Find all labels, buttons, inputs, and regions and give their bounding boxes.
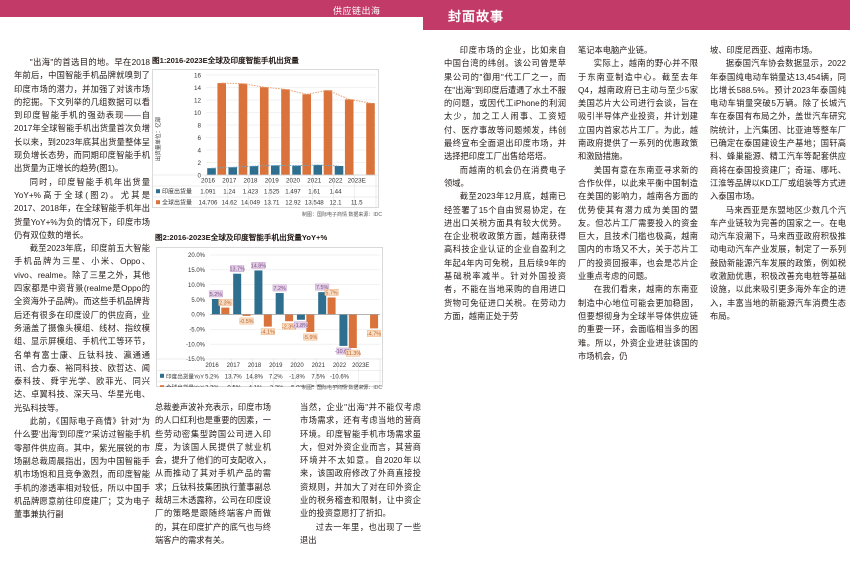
svg-text:-11.3%: -11.3% — [344, 351, 361, 357]
svg-text:11.5: 11.5 — [351, 200, 363, 207]
svg-text:16: 16 — [194, 72, 202, 79]
svg-text:14: 14 — [194, 85, 202, 92]
svg-text:14.62: 14.62 — [222, 200, 238, 207]
svg-text:-10.6%: -10.6% — [330, 374, 350, 380]
svg-text:-0.5%: -0.5% — [240, 319, 254, 325]
svg-text:5.2%: 5.2% — [210, 292, 222, 298]
svg-text:7.2%: 7.2% — [274, 286, 286, 292]
svg-text:5.0%: 5.0% — [191, 298, 205, 304]
svg-text:13.7%: 13.7% — [230, 267, 245, 273]
svg-text:2020: 2020 — [290, 363, 304, 369]
svg-text:10: 10 — [194, 110, 202, 117]
svg-text:13.548: 13.548 — [305, 200, 324, 207]
svg-text:2023E: 2023E — [352, 363, 369, 369]
svg-text:1.24: 1.24 — [223, 189, 236, 196]
svg-text:2016: 2016 — [205, 363, 219, 369]
svg-text:20.0%: 20.0% — [188, 253, 206, 259]
svg-text:2023E: 2023E — [348, 178, 366, 185]
svg-text:-1.8%: -1.8% — [294, 323, 308, 329]
svg-text:印度出货量YoY: 印度出货量YoY — [166, 372, 204, 380]
svg-text:0.0%: 0.0% — [191, 313, 205, 319]
svg-text:2020: 2020 — [286, 178, 301, 185]
svg-text:14.8%: 14.8% — [251, 263, 266, 269]
svg-text:1.423: 1.423 — [243, 189, 259, 196]
svg-text:14.8%: 14.8% — [246, 374, 264, 380]
svg-text:10.0%: 10.0% — [188, 283, 206, 289]
svg-text:2019: 2019 — [269, 363, 283, 369]
svg-text:-15.0%: -15.0% — [186, 357, 206, 363]
svg-text:2018: 2018 — [243, 178, 258, 185]
svg-text:14.049: 14.049 — [241, 200, 260, 207]
svg-text:2016: 2016 — [201, 178, 216, 185]
svg-text:-4.1%: -4.1% — [247, 386, 263, 387]
svg-text:5.7%: 5.7% — [325, 290, 337, 296]
svg-text:出货量单位：亿部: 出货量单位：亿部 — [154, 116, 162, 161]
svg-text:1.091: 1.091 — [200, 189, 216, 196]
svg-text:6: 6 — [197, 135, 201, 142]
svg-text:2022: 2022 — [328, 178, 343, 185]
svg-text:2021: 2021 — [312, 363, 326, 369]
svg-text:2: 2 — [197, 160, 201, 167]
svg-text:4: 4 — [197, 147, 201, 154]
svg-text:1.497: 1.497 — [285, 189, 301, 196]
svg-text:15.0%: 15.0% — [188, 268, 206, 274]
svg-text:2021: 2021 — [307, 178, 322, 185]
svg-text:-5.0%: -5.0% — [189, 327, 205, 333]
svg-text:-1.8%: -1.8% — [289, 374, 305, 380]
svg-text:2.3%: 2.3% — [219, 300, 231, 306]
svg-text:全球出货量: 全球出货量 — [162, 199, 192, 207]
svg-text:5.2%: 5.2% — [205, 374, 219, 380]
svg-text:12.1: 12.1 — [329, 200, 342, 207]
svg-text:1.44: 1.44 — [329, 189, 342, 196]
svg-text:13.7%: 13.7% — [225, 374, 243, 380]
svg-text:14.706: 14.706 — [199, 200, 218, 207]
svg-text:-2.3%: -2.3% — [268, 386, 284, 387]
svg-text:2017: 2017 — [227, 363, 241, 369]
svg-text:1.61: 1.61 — [308, 189, 321, 196]
svg-text:1.525: 1.525 — [264, 189, 280, 196]
svg-text:7.2%: 7.2% — [269, 374, 283, 380]
svg-text:2019: 2019 — [265, 178, 280, 185]
svg-text:12.92: 12.92 — [285, 200, 301, 207]
svg-text:12: 12 — [194, 97, 202, 104]
svg-text:7.5%: 7.5% — [311, 374, 325, 380]
svg-text:印度出货量: 印度出货量 — [162, 188, 192, 196]
svg-text:-0.5%: -0.5% — [225, 386, 241, 387]
svg-text:-10.0%: -10.0% — [186, 342, 206, 348]
svg-text:8: 8 — [197, 122, 201, 129]
svg-text:-5.9%: -5.9% — [303, 335, 317, 341]
svg-text:2022: 2022 — [333, 363, 347, 369]
svg-text:-4.1%: -4.1% — [261, 330, 275, 336]
svg-text:2018: 2018 — [248, 363, 262, 369]
svg-text:13.71: 13.71 — [264, 200, 280, 207]
svg-text:-4.7%: -4.7% — [367, 331, 381, 337]
svg-text:2.3%: 2.3% — [205, 386, 219, 387]
svg-text:2017: 2017 — [222, 178, 237, 185]
